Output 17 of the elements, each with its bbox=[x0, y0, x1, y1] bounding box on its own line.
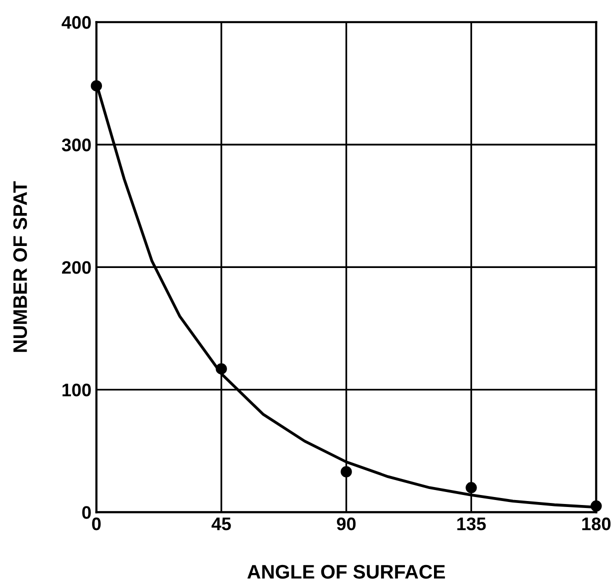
y-tick-label: 0 bbox=[82, 506, 91, 519]
point bbox=[216, 363, 227, 374]
point bbox=[90, 80, 102, 92]
y-tick-label: 100 bbox=[62, 384, 91, 396]
y-tick-label: 300 bbox=[62, 138, 91, 152]
x-tick-label: 90 bbox=[336, 518, 356, 530]
x-tick-label: 180 bbox=[582, 518, 611, 530]
x-axis-title: ANGLE OF SURFACE bbox=[247, 564, 445, 579]
x-tick-label: 0 bbox=[92, 518, 101, 530]
y-tick-label: 400 bbox=[62, 16, 91, 29]
x-tick-label: 45 bbox=[212, 518, 231, 530]
point bbox=[340, 466, 352, 478]
x-tick-label: 135 bbox=[457, 518, 486, 530]
point bbox=[466, 482, 477, 494]
y-tick-label: 200 bbox=[62, 261, 91, 274]
y-axis-title: NUMBER OF SPAT bbox=[13, 181, 28, 352]
point bbox=[590, 500, 602, 512]
